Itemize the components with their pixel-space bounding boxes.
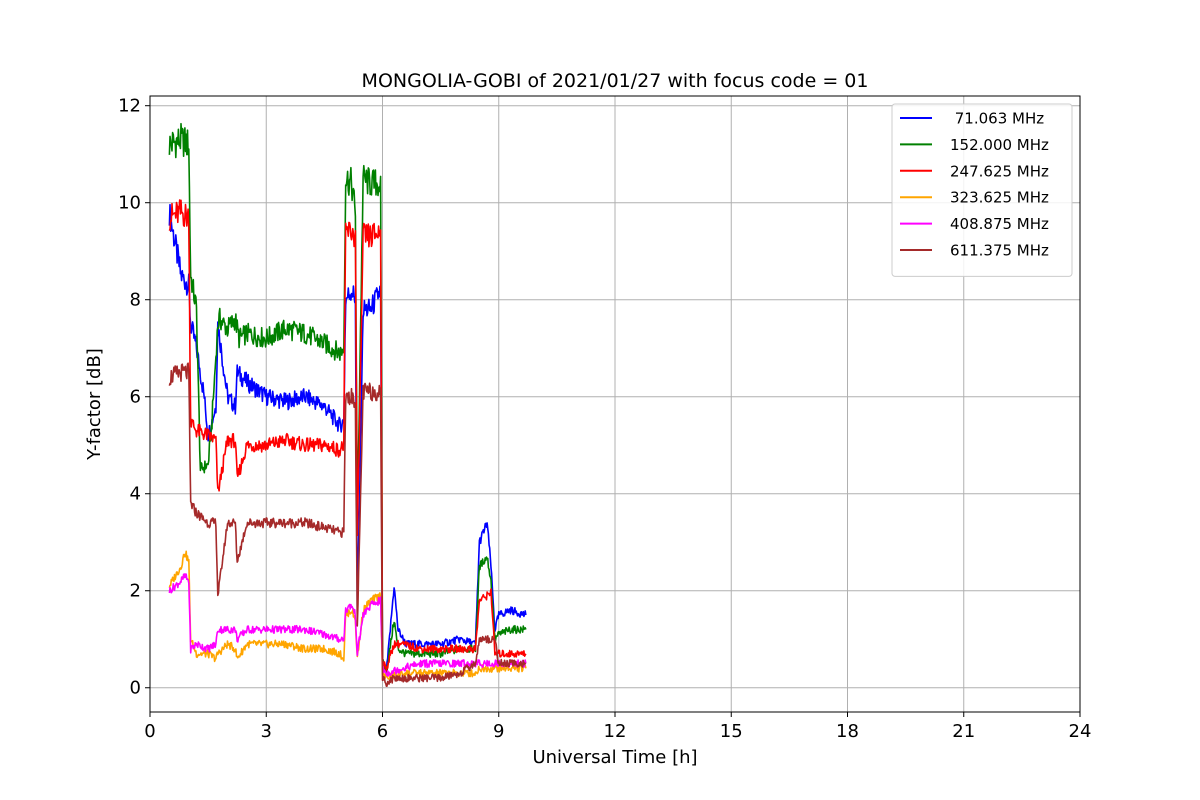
series-lines — [168, 122, 527, 687]
x-tick-label: 0 — [144, 721, 155, 742]
chart-title: MONGOLIA-GOBI of 2021/01/27 with focus c… — [362, 70, 869, 92]
x-tick-label: 6 — [377, 721, 388, 742]
y-axis-label: Y-factor [dB] — [84, 348, 105, 461]
series-line — [168, 550, 527, 680]
x-tick-label: 18 — [836, 721, 859, 742]
legend-box — [891, 103, 1073, 277]
legend-label: 408.875 MHz — [950, 215, 1049, 233]
legend-label: 152.000 MHz — [950, 136, 1049, 154]
x-axis-label: Universal Time [h] — [532, 747, 697, 768]
x-tick-label: 12 — [604, 721, 627, 742]
y-tick-label: 6 — [130, 387, 141, 408]
y-tick-label: 2 — [130, 581, 141, 602]
y-tick-label: 12 — [118, 96, 141, 117]
legend-label: 323.625 MHz — [950, 189, 1049, 207]
legend-label: 611.375 MHz — [950, 242, 1049, 260]
y-tick-label: 8 — [130, 290, 141, 311]
series-line — [168, 203, 527, 676]
x-tick-label: 21 — [952, 721, 975, 742]
x-tick-label: 3 — [261, 721, 272, 742]
x-tick-label: 24 — [1069, 721, 1092, 742]
series-line — [168, 199, 527, 672]
y-tick-label: 4 — [130, 484, 141, 505]
series-line — [168, 573, 527, 677]
series-line — [168, 362, 527, 687]
legend-label: 247.625 MHz — [950, 162, 1049, 180]
x-tick-label: 9 — [493, 721, 504, 742]
grid — [149, 96, 1081, 712]
y-tick-label: 10 — [118, 193, 141, 214]
legend-label: 71.063 MHz — [950, 110, 1044, 128]
x-axis: 0 3 6 9 12 15 18 21 24 — [144, 712, 1091, 742]
legend: 71.063 MHz 152.000 MHz 247.625 MHz 323.625 … — [891, 103, 1073, 277]
y-axis: 0 2 4 6 8 10 12 — [118, 96, 150, 699]
x-tick-label: 15 — [720, 721, 743, 742]
y-tick-label: 0 — [130, 678, 141, 699]
